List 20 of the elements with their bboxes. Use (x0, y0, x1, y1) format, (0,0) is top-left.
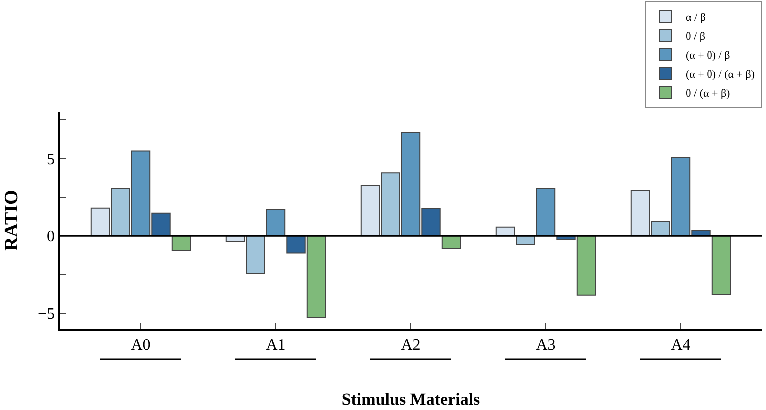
y-tick-label: 0 (47, 228, 56, 246)
x-tick-label: A1 (266, 336, 286, 354)
legend-label: (α + θ) / β (686, 50, 731, 62)
y-axis-title: RATIO (1, 190, 22, 252)
bar (442, 236, 462, 250)
x-tick-label: A4 (671, 336, 691, 354)
legend-label: θ / β (686, 31, 706, 44)
legend-label: θ / (α + β) (686, 88, 731, 100)
x-tick-label: A3 (536, 336, 556, 354)
bar (266, 209, 286, 237)
bar (712, 236, 732, 296)
legend-label: α / β (686, 12, 706, 24)
legend-label: (α + θ) / (α + β) (686, 69, 756, 82)
x-tick-label: A0 (131, 336, 151, 354)
x-axis-title: Stimulus Materials (342, 390, 481, 409)
x-tick-label: A2 (401, 336, 421, 354)
bar (536, 188, 556, 237)
y-tick-label: 5 (47, 151, 56, 168)
y-tick-label: −5 (38, 306, 56, 324)
bar (172, 236, 192, 252)
